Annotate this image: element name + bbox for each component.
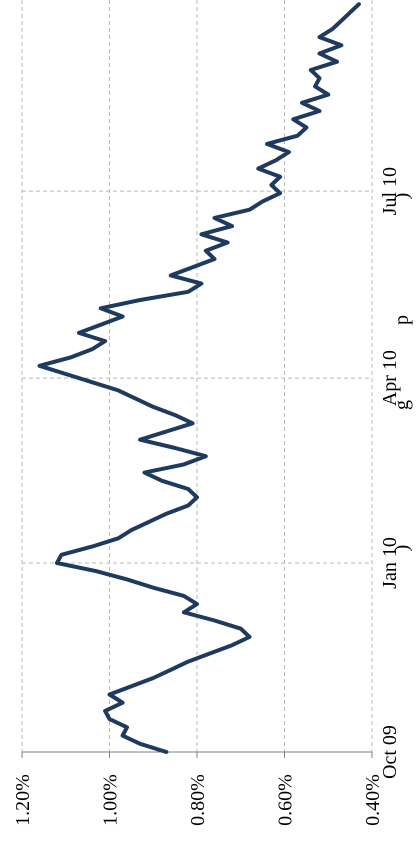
x-tick-labels: Oct 09 Jan 10 Apr 10 Jul 10 xyxy=(379,167,401,779)
series-line-path xyxy=(37,2,361,754)
time-tick-label: Jul 10 xyxy=(379,167,401,215)
series-line xyxy=(37,2,361,754)
time-tick-label: Apr 10 xyxy=(379,350,401,406)
value-tick-label: 0.40% xyxy=(362,774,384,826)
value-tick-label: 0.80% xyxy=(187,774,209,826)
title-fragment: ) xyxy=(391,193,413,200)
y-axis xyxy=(21,751,373,758)
value-tick-label: 0.60% xyxy=(275,774,297,826)
title-fragments: ) g p) xyxy=(391,193,413,552)
value-tick-label: 1.00% xyxy=(100,774,122,826)
y-tick-labels: 0.40% 0.60% 0.80% 1.00% 1.20% xyxy=(12,774,384,826)
title-fragment: g xyxy=(391,400,413,410)
title-fragment: ) xyxy=(391,545,413,552)
time-tick-label: Jan 10 xyxy=(379,537,401,589)
value-tick-label: 1.20% xyxy=(12,774,34,826)
time-tick-label: Oct 09 xyxy=(379,725,401,779)
title-fragment: p xyxy=(391,315,413,325)
